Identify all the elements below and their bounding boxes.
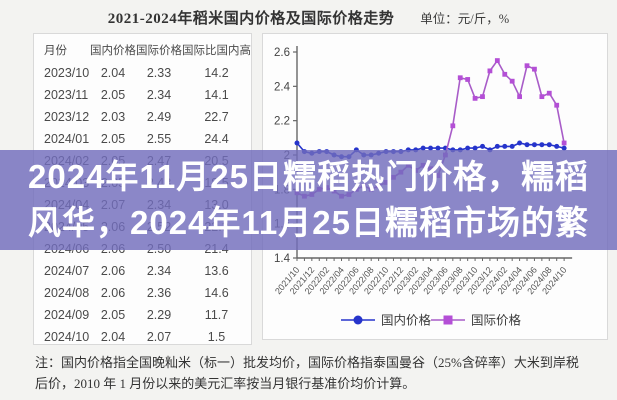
y-tick-label: 1.4	[274, 253, 291, 265]
y-tick-label: 2.6	[274, 47, 290, 59]
table-row: 2024/08 2.06 2.36 14.6	[34, 282, 251, 304]
data-point	[524, 63, 530, 69]
legend-label: 国际价格	[471, 313, 522, 328]
table-cell: 11.7	[204, 308, 229, 322]
data-point	[472, 145, 478, 151]
data-point	[480, 143, 485, 149]
table-cell: 14.2	[204, 66, 229, 80]
data-point	[457, 75, 463, 81]
table-cell: 2.34	[146, 88, 172, 102]
data-point	[517, 94, 522, 100]
column-header: 月份	[44, 45, 67, 57]
chart-header: 2021-2024年稻米国内价格及国际价格走势 单位：元/斤，%	[0, 7, 617, 28]
overlay-title-line-2: 风华，2024年11月25日糯稻市场的繁	[27, 204, 589, 241]
price-table-header-row: 月份 国内价格 国际价格 国际比国内高	[34, 38, 251, 62]
data-point	[494, 143, 500, 149]
data-point	[472, 95, 478, 101]
table-cell: 2.04	[100, 66, 126, 80]
table-cell: 2024/07	[44, 264, 90, 278]
table-row: 2024/01 2.05 2.55 24.4	[34, 128, 251, 150]
table-cell: 2.33	[146, 66, 172, 80]
data-point	[487, 68, 493, 74]
legend-label: 国内价格	[381, 313, 432, 328]
data-point	[294, 140, 300, 146]
table-cell: 2023/10	[44, 66, 90, 80]
data-point	[509, 143, 515, 149]
y-tick-label: 2.4	[274, 81, 291, 93]
table-cell: 14.6	[204, 286, 229, 300]
table-cell: 14.1	[204, 88, 229, 102]
table-cell: 1.5	[207, 330, 226, 344]
table-cell: 2024/09	[44, 308, 90, 322]
table-cell: 2.36	[146, 286, 172, 300]
legend-marker-square-icon	[443, 315, 453, 325]
table-row: 2023/12 2.03 2.49 22.7	[34, 106, 251, 128]
data-point	[494, 58, 500, 63]
table-cell: 2.04	[100, 330, 126, 344]
data-point	[465, 77, 471, 82]
table-row: 2023/10 2.04 2.33 14.2	[34, 62, 251, 84]
table-cell: 24.4	[204, 132, 229, 146]
column-header: 国际比国内高	[182, 45, 251, 57]
data-point	[546, 90, 552, 96]
table-row: 2024/09 2.05 2.29 11.7	[34, 304, 251, 326]
table-cell: 2.03	[100, 110, 126, 124]
table-cell: 13.6	[204, 264, 229, 278]
data-point	[539, 142, 545, 148]
table-cell: 2.34	[146, 264, 172, 278]
unit-label: 单位：元/斤，%	[420, 12, 510, 26]
page-title: 2021-2024年稻米国内价格及国际价格走势	[107, 11, 395, 27]
table-cell: 2.29	[146, 308, 172, 322]
data-point	[502, 143, 508, 149]
data-point	[420, 145, 426, 151]
table-cell: 2.05	[100, 132, 126, 146]
overlay-title-banner: 2024年11月25日糯稻热门价格，糯稻 风华，2024年11月25日糯稻市场的…	[0, 150, 617, 250]
y-tick-label: 2.2	[274, 116, 290, 128]
data-point	[554, 143, 560, 149]
data-point	[532, 66, 537, 72]
table-cell: 22.7	[204, 110, 229, 124]
table-cell: 2.06	[100, 286, 126, 300]
data-point	[561, 140, 567, 146]
table-cell: 2.55	[146, 132, 172, 146]
data-point	[502, 71, 508, 77]
table-row: 2024/10 2.04 2.07 1.5	[34, 326, 251, 348]
table-row: 2023/11 2.05 2.34 14.1	[34, 84, 251, 106]
table-cell: 2.06	[100, 264, 126, 278]
table-cell: 2023/12	[44, 110, 90, 124]
table-cell: 2.07	[146, 330, 172, 344]
table-cell: 2024/01	[44, 132, 90, 146]
data-point	[561, 145, 567, 151]
data-point	[539, 94, 545, 100]
data-point	[546, 142, 552, 148]
overlay-title-line-1: 2024年11月25日糯稻热门价格，糯稻	[27, 158, 589, 195]
table-cell: 2024/08	[44, 286, 90, 300]
data-point	[450, 123, 456, 129]
data-point	[517, 140, 523, 146]
column-header: 国内价格	[90, 45, 136, 57]
data-point	[435, 145, 441, 151]
data-point	[509, 78, 515, 84]
data-point	[428, 145, 434, 151]
data-point	[554, 102, 560, 108]
table-cell: 2024/10	[44, 330, 90, 344]
table-cell: 2023/11	[44, 88, 89, 102]
data-point	[531, 142, 537, 148]
footnote: 注：国内价格指全国晚籼米（标一）批发均价，国际价格指泰国曼谷（25%含碎率）大米…	[35, 355, 579, 392]
table-row: 2024/07 2.06 2.34 13.6	[34, 260, 251, 282]
data-point	[524, 142, 530, 148]
data-point	[480, 94, 485, 100]
table-cell: 2.05	[100, 88, 126, 102]
table-cell: 2.49	[146, 110, 172, 124]
legend-marker-circle-icon	[353, 315, 363, 325]
data-point	[465, 145, 471, 151]
table-cell: 2.05	[100, 308, 126, 322]
column-header: 国际价格	[136, 45, 182, 57]
